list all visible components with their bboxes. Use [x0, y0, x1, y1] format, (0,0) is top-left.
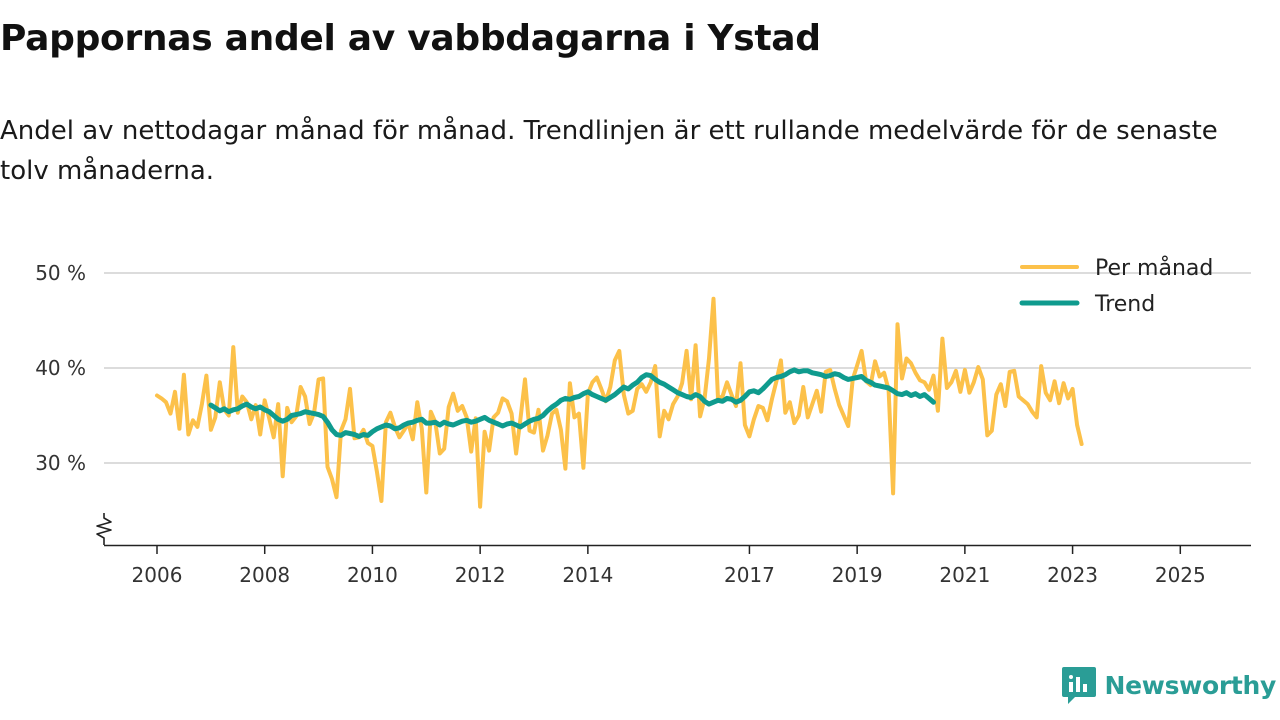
gridlines: [104, 272, 1251, 464]
x-tick-label: 2006: [132, 563, 183, 587]
y-axis: 30 % 40 % 50 %: [35, 261, 86, 475]
x-tick-label: 2021: [939, 563, 990, 587]
brand-logo: Newsworthy: [1061, 664, 1277, 706]
chart-subtitle: Andel av nettodagar månad för månad. Tre…: [0, 116, 1218, 186]
x-tick-label: 2023: [1047, 563, 1098, 587]
x-tick-label: 2008: [239, 563, 290, 587]
x-tick-label: 2010: [347, 563, 398, 587]
y-tick-label: 40 %: [35, 356, 86, 380]
x-tick-label: 2019: [832, 563, 883, 587]
x-tick-label: 2012: [455, 563, 506, 587]
chart-title: Pappornas andel av vabbdagarna i Ystad: [0, 18, 821, 59]
legend-label-per-manad: Per månad: [1095, 255, 1213, 281]
x-axis: [96, 513, 1251, 547]
x-tick-label: 2017: [724, 563, 775, 587]
y-tick-label: 50 %: [35, 261, 86, 285]
x-tick-label: 2014: [562, 563, 613, 587]
brand-name: Newsworthy: [1104, 670, 1277, 700]
series-line-trend: [208, 367, 936, 439]
line-chart: 30 % 40 % 50 % 2006 2008 2010 2012 2014 2017 201…: [35, 255, 1251, 587]
y-tick-label: 30 %: [35, 451, 86, 475]
x-tick-label: 2025: [1155, 563, 1206, 587]
x-axis-ticks: 2006 2008 2010 2012 2014 2017 2019 2021 2023 2025: [132, 546, 1206, 587]
legend-label-trend: Trend: [1094, 292, 1155, 317]
axis-break-icon: [96, 513, 112, 545]
series-line-per-manad: [155, 296, 1084, 509]
series-layer: [155, 296, 1084, 509]
legend: Per månad Trend: [1019, 255, 1213, 317]
newsworthy-logo-icon: [1061, 667, 1096, 704]
